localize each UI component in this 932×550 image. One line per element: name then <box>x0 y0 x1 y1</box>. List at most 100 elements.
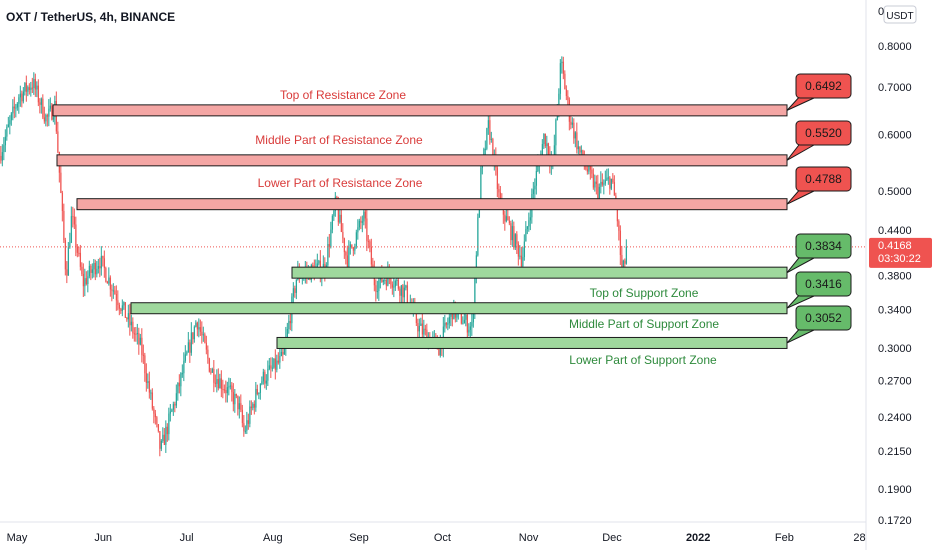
x-tick-label: Dec <box>602 532 622 544</box>
zone-rectangle[interactable] <box>52 104 788 117</box>
candle-body <box>519 255 521 257</box>
candle-body <box>367 241 370 243</box>
candle-body <box>33 79 35 89</box>
candle-body <box>166 426 169 435</box>
candle-body <box>39 102 41 105</box>
candle-body <box>600 181 602 187</box>
support-zone-5[interactable]: Middle Part of Support Zone 0.3416 <box>130 271 852 331</box>
candle-body <box>192 332 194 340</box>
callout-value: 0.6492 <box>805 79 842 93</box>
price-callout[interactable] <box>795 166 852 192</box>
candle-body <box>165 426 167 445</box>
candle-body <box>280 351 283 356</box>
candle-body <box>79 252 82 267</box>
zone-rectangle[interactable] <box>291 266 788 279</box>
candle-body <box>243 423 245 432</box>
candle-body <box>63 210 65 241</box>
price-callout[interactable] <box>795 305 852 331</box>
callout-pointer <box>786 140 815 161</box>
candle-body <box>619 230 622 256</box>
candle-body <box>610 178 613 189</box>
candle-body <box>174 404 176 406</box>
candle-body <box>234 394 236 405</box>
candle-body <box>97 266 100 269</box>
candle-body <box>118 304 121 309</box>
candle-body <box>94 262 97 275</box>
candle-body <box>420 323 422 326</box>
candle-body <box>226 387 229 394</box>
candle-body <box>289 320 292 324</box>
candle-body <box>193 326 196 340</box>
candle-body <box>141 337 143 355</box>
zone-rectangle[interactable] <box>130 302 788 315</box>
currency-badge-box[interactable] <box>883 5 917 24</box>
candle-body <box>229 385 232 387</box>
price-callout[interactable] <box>795 73 852 99</box>
x-tick-label: Nov <box>519 532 539 544</box>
candle-body <box>40 98 43 105</box>
candle-body <box>595 181 598 184</box>
candle-body <box>562 61 565 74</box>
candle-body <box>345 252 347 256</box>
price-callout[interactable] <box>795 271 852 297</box>
candle-body <box>507 216 509 221</box>
candle-body <box>613 182 616 196</box>
candle-body <box>468 329 470 333</box>
candle-body <box>444 322 446 327</box>
candle-body <box>532 189 535 195</box>
zone-rectangle[interactable] <box>76 198 788 211</box>
candle-body <box>73 216 76 225</box>
candle-body <box>570 121 572 125</box>
y-tick-label: 0.1900 <box>878 484 912 496</box>
resistance-zone-3[interactable]: Lower Part of Resistance Zone 0.4788 <box>76 166 852 211</box>
price-axis[interactable]: 0.8000 0.7000 0.6000 0.5000 0.4400 0.3800 0.34… <box>878 41 912 527</box>
price-callout[interactable] <box>795 233 852 259</box>
currency-badge[interactable]: USDT <box>886 11 913 22</box>
candle-body <box>57 131 59 152</box>
candle-body <box>592 173 595 188</box>
candle-body <box>612 178 614 183</box>
candle-body <box>15 107 17 109</box>
candle-body <box>517 243 520 257</box>
candle-body <box>535 171 538 186</box>
current-price-countdown: 03:30:22 <box>878 253 921 265</box>
candle-body <box>526 226 529 229</box>
candle-body <box>225 390 227 394</box>
candle-body <box>91 269 94 273</box>
candle-body <box>529 217 532 221</box>
candle-body <box>393 286 395 288</box>
price-callout[interactable] <box>795 120 852 146</box>
resistance-zone-2[interactable]: Middle Part of Resistance Zone 0.5520 <box>56 120 852 167</box>
candle-body <box>405 285 407 288</box>
candle-body <box>274 358 277 370</box>
zone-rectangle[interactable] <box>276 336 788 349</box>
support-zone-6[interactable]: Lower Part of Support Zone 0.3052 <box>276 305 852 367</box>
candle-body <box>46 115 49 117</box>
candle-body <box>148 381 151 393</box>
candle-body <box>276 360 278 370</box>
candle-body <box>114 290 116 295</box>
candle-body <box>228 386 230 388</box>
support-zone-4[interactable]: Top of Support Zone 0.3834 <box>291 233 852 300</box>
candle-body <box>622 260 625 270</box>
candle-body <box>87 276 89 285</box>
candle-body <box>496 167 499 190</box>
time-axis[interactable]: May Jun Jul Aug Sep Oct Nov Dec 2022 Feb 28 <box>7 532 866 544</box>
candle-body <box>69 242 71 248</box>
x-tick-label: Oct <box>434 532 451 544</box>
candle-body <box>604 180 607 184</box>
resistance-zone-1[interactable]: Top of Resistance Zone 0.6492 <box>52 73 852 117</box>
y-tick-label: 0.3000 <box>878 343 912 355</box>
candle-body <box>567 95 569 100</box>
candle-body <box>64 240 67 270</box>
y-tick-label: 0.3800 <box>878 270 912 282</box>
candle-body <box>559 63 562 94</box>
candle-body <box>520 255 523 267</box>
candle-body <box>543 133 545 145</box>
candle-body <box>292 288 295 297</box>
candle-body <box>25 82 28 92</box>
candle-body <box>358 220 361 228</box>
candle-body <box>106 281 109 284</box>
zone-rectangle[interactable] <box>56 154 788 167</box>
